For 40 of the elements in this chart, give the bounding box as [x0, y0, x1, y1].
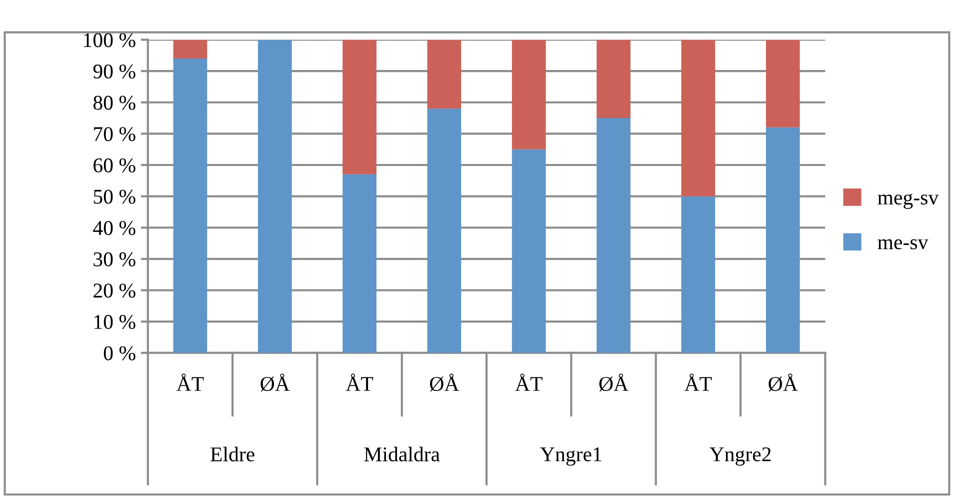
- text: Yngre2: [710, 447, 771, 466]
- y-tick-label: 0 %: [104, 346, 136, 360]
- y-tick-label: 30 %: [94, 252, 136, 266]
- bar: [681, 40, 716, 196]
- bar: [681, 196, 716, 353]
- bar: [342, 40, 376, 174]
- y-tick-label: 50 %: [94, 190, 136, 204]
- y-tick-label: 100 %: [84, 33, 136, 48]
- legend-label: meg-sv: [878, 194, 939, 209]
- x-tick-label: ØÅ: [260, 374, 290, 392]
- legend-label: me-sv: [878, 239, 928, 250]
- bar: [427, 108, 462, 353]
- text: Yngre1: [540, 447, 602, 466]
- x-tick-label: ÅT: [176, 374, 204, 391]
- y-tick-label: 10 %: [94, 314, 136, 330]
- bar: [766, 40, 800, 128]
- y-tick-label: 60 %: [94, 158, 136, 173]
- y-tick-label: 70 %: [94, 127, 136, 142]
- bar: [512, 40, 546, 150]
- text: Eldre: [210, 446, 254, 462]
- x-tick-label: ÅT: [515, 374, 542, 391]
- x-tick-label: ÅT: [346, 374, 374, 391]
- y-tick-label: 80 %: [93, 96, 136, 110]
- bar: [342, 174, 376, 353]
- bar: [766, 127, 800, 353]
- bar: [173, 58, 208, 353]
- bar: [596, 40, 630, 118]
- y-tick-label: 20 %: [94, 284, 136, 298]
- y-tick-label: 40 %: [93, 221, 136, 236]
- bar: [596, 118, 630, 353]
- y-tick-label: 90 %: [93, 64, 136, 79]
- text: Midaldra: [364, 446, 440, 462]
- bar: [173, 40, 208, 59]
- bar: [258, 40, 292, 353]
- x-tick-label: ØÅ: [430, 374, 460, 392]
- bar: [427, 40, 462, 109]
- x-tick-label: ÅT: [684, 374, 712, 391]
- x-tick-label: ØÅ: [599, 374, 628, 392]
- x-tick-label: ØÅ: [768, 374, 798, 392]
- bar: [512, 149, 546, 353]
